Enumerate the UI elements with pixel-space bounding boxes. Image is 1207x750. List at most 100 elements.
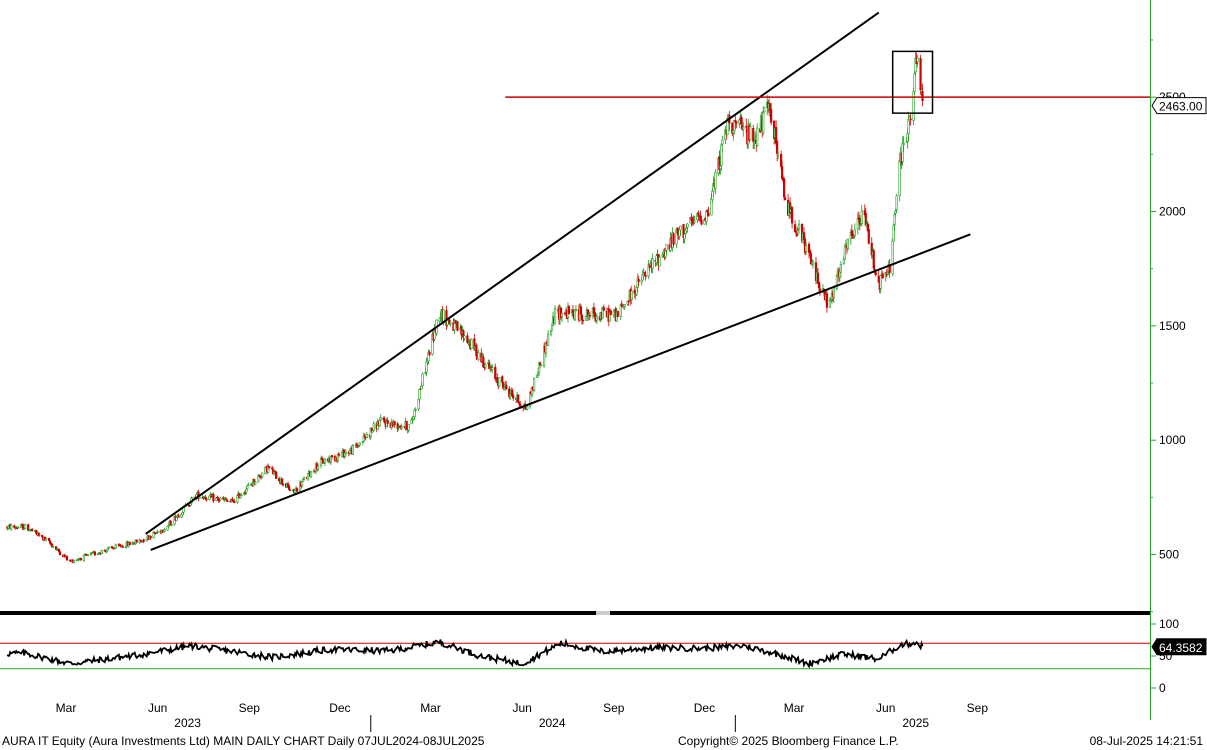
candle-body <box>693 220 696 223</box>
candle-body <box>106 547 109 551</box>
candle-body <box>714 171 717 189</box>
candle-body <box>306 473 310 480</box>
candle-body <box>456 321 459 331</box>
candle-body <box>17 526 20 529</box>
chart-description: AURA IT Equity (Aura Investments Ltd) MA… <box>2 734 485 748</box>
candle-body <box>79 557 83 561</box>
x-year-label: 2023 <box>174 716 201 730</box>
candle-body <box>635 287 638 295</box>
candle-body <box>526 405 529 410</box>
candle-body <box>877 275 880 283</box>
candle-body <box>544 341 548 354</box>
candle-body <box>162 531 165 533</box>
candle-body <box>245 488 248 493</box>
candle-body <box>735 121 738 124</box>
candle-body <box>421 373 424 387</box>
candle-body <box>881 273 884 279</box>
candle-body <box>914 57 917 73</box>
candle-body <box>340 452 343 457</box>
candle-body <box>898 160 901 196</box>
x-year-label: 2025 <box>902 716 929 730</box>
candle-body <box>412 416 415 420</box>
candle-body <box>503 387 506 390</box>
panel-resize-handle <box>596 611 610 615</box>
candle-body <box>281 478 284 484</box>
candle-body <box>163 529 166 532</box>
candle-body <box>31 529 34 532</box>
candle-body <box>843 246 846 260</box>
candle-body <box>809 253 813 265</box>
candle-body <box>417 398 420 410</box>
candle-body <box>542 345 546 367</box>
candle-body <box>512 395 515 399</box>
candle-body <box>858 218 861 225</box>
candle-body <box>753 140 756 143</box>
candle-body <box>700 219 703 225</box>
candle-body <box>679 225 682 231</box>
price-panel: 50010001500200025002463.00 <box>0 0 1207 720</box>
x-month-label: Dec <box>329 701 350 715</box>
candle-body <box>257 475 260 483</box>
candle-body <box>205 498 208 500</box>
candle-body <box>775 127 778 144</box>
candle-body <box>752 128 755 142</box>
candle-body <box>511 389 514 396</box>
candle-body <box>909 118 912 121</box>
candle-body <box>685 228 688 232</box>
candle-body <box>874 272 877 276</box>
candle-body <box>595 315 598 321</box>
candle-body <box>886 272 889 275</box>
candle-body <box>916 57 919 63</box>
candle-body <box>777 152 780 156</box>
candle-body <box>776 140 779 155</box>
candle-body <box>246 485 249 490</box>
x-month-label: Mar <box>784 701 805 715</box>
price-chart: 50010001500200025002463.00 05010064.3582… <box>0 0 1207 732</box>
candle-body <box>411 419 414 421</box>
candle-body <box>54 546 58 550</box>
candle-body <box>907 119 910 135</box>
candle-body <box>664 250 667 258</box>
candle-body <box>152 531 155 539</box>
candle-body <box>449 322 452 325</box>
candle-body <box>853 229 856 237</box>
candle-body <box>796 230 800 235</box>
last-price-tag <box>1151 97 1207 115</box>
candle-body <box>602 307 605 311</box>
candle-body <box>549 331 553 335</box>
candle-body <box>309 471 313 478</box>
candle-body <box>573 309 577 321</box>
candle-body <box>763 106 766 112</box>
last-price-label: 2463.00 <box>1159 100 1203 114</box>
candle-body <box>351 445 354 455</box>
candle-body <box>536 374 539 378</box>
x-month-label: Mar <box>56 701 77 715</box>
candle-body <box>10 525 13 530</box>
candle-body <box>100 550 103 554</box>
candle-body <box>672 233 675 245</box>
candle-body <box>167 524 170 527</box>
candle-body <box>414 408 417 411</box>
candle-body <box>475 344 478 357</box>
candle-body <box>93 551 96 556</box>
candle-body <box>453 319 456 331</box>
candle-body <box>893 214 896 225</box>
candle-body <box>177 515 180 518</box>
candle-body <box>239 495 242 499</box>
candle-body <box>357 445 360 448</box>
candle-body <box>686 223 689 228</box>
candle-body <box>852 236 855 238</box>
candle-body <box>580 314 584 320</box>
candle-body <box>770 109 773 123</box>
candle-body <box>484 364 487 368</box>
candle-body <box>65 556 69 561</box>
candle-body <box>901 142 904 162</box>
candle-body <box>463 335 466 339</box>
candle-body <box>832 287 836 298</box>
candle-body <box>818 288 822 291</box>
candle-body <box>121 546 124 548</box>
candle-body <box>420 385 423 390</box>
candle-body <box>139 540 142 542</box>
candle-body <box>295 488 299 492</box>
candle-body <box>920 89 923 92</box>
